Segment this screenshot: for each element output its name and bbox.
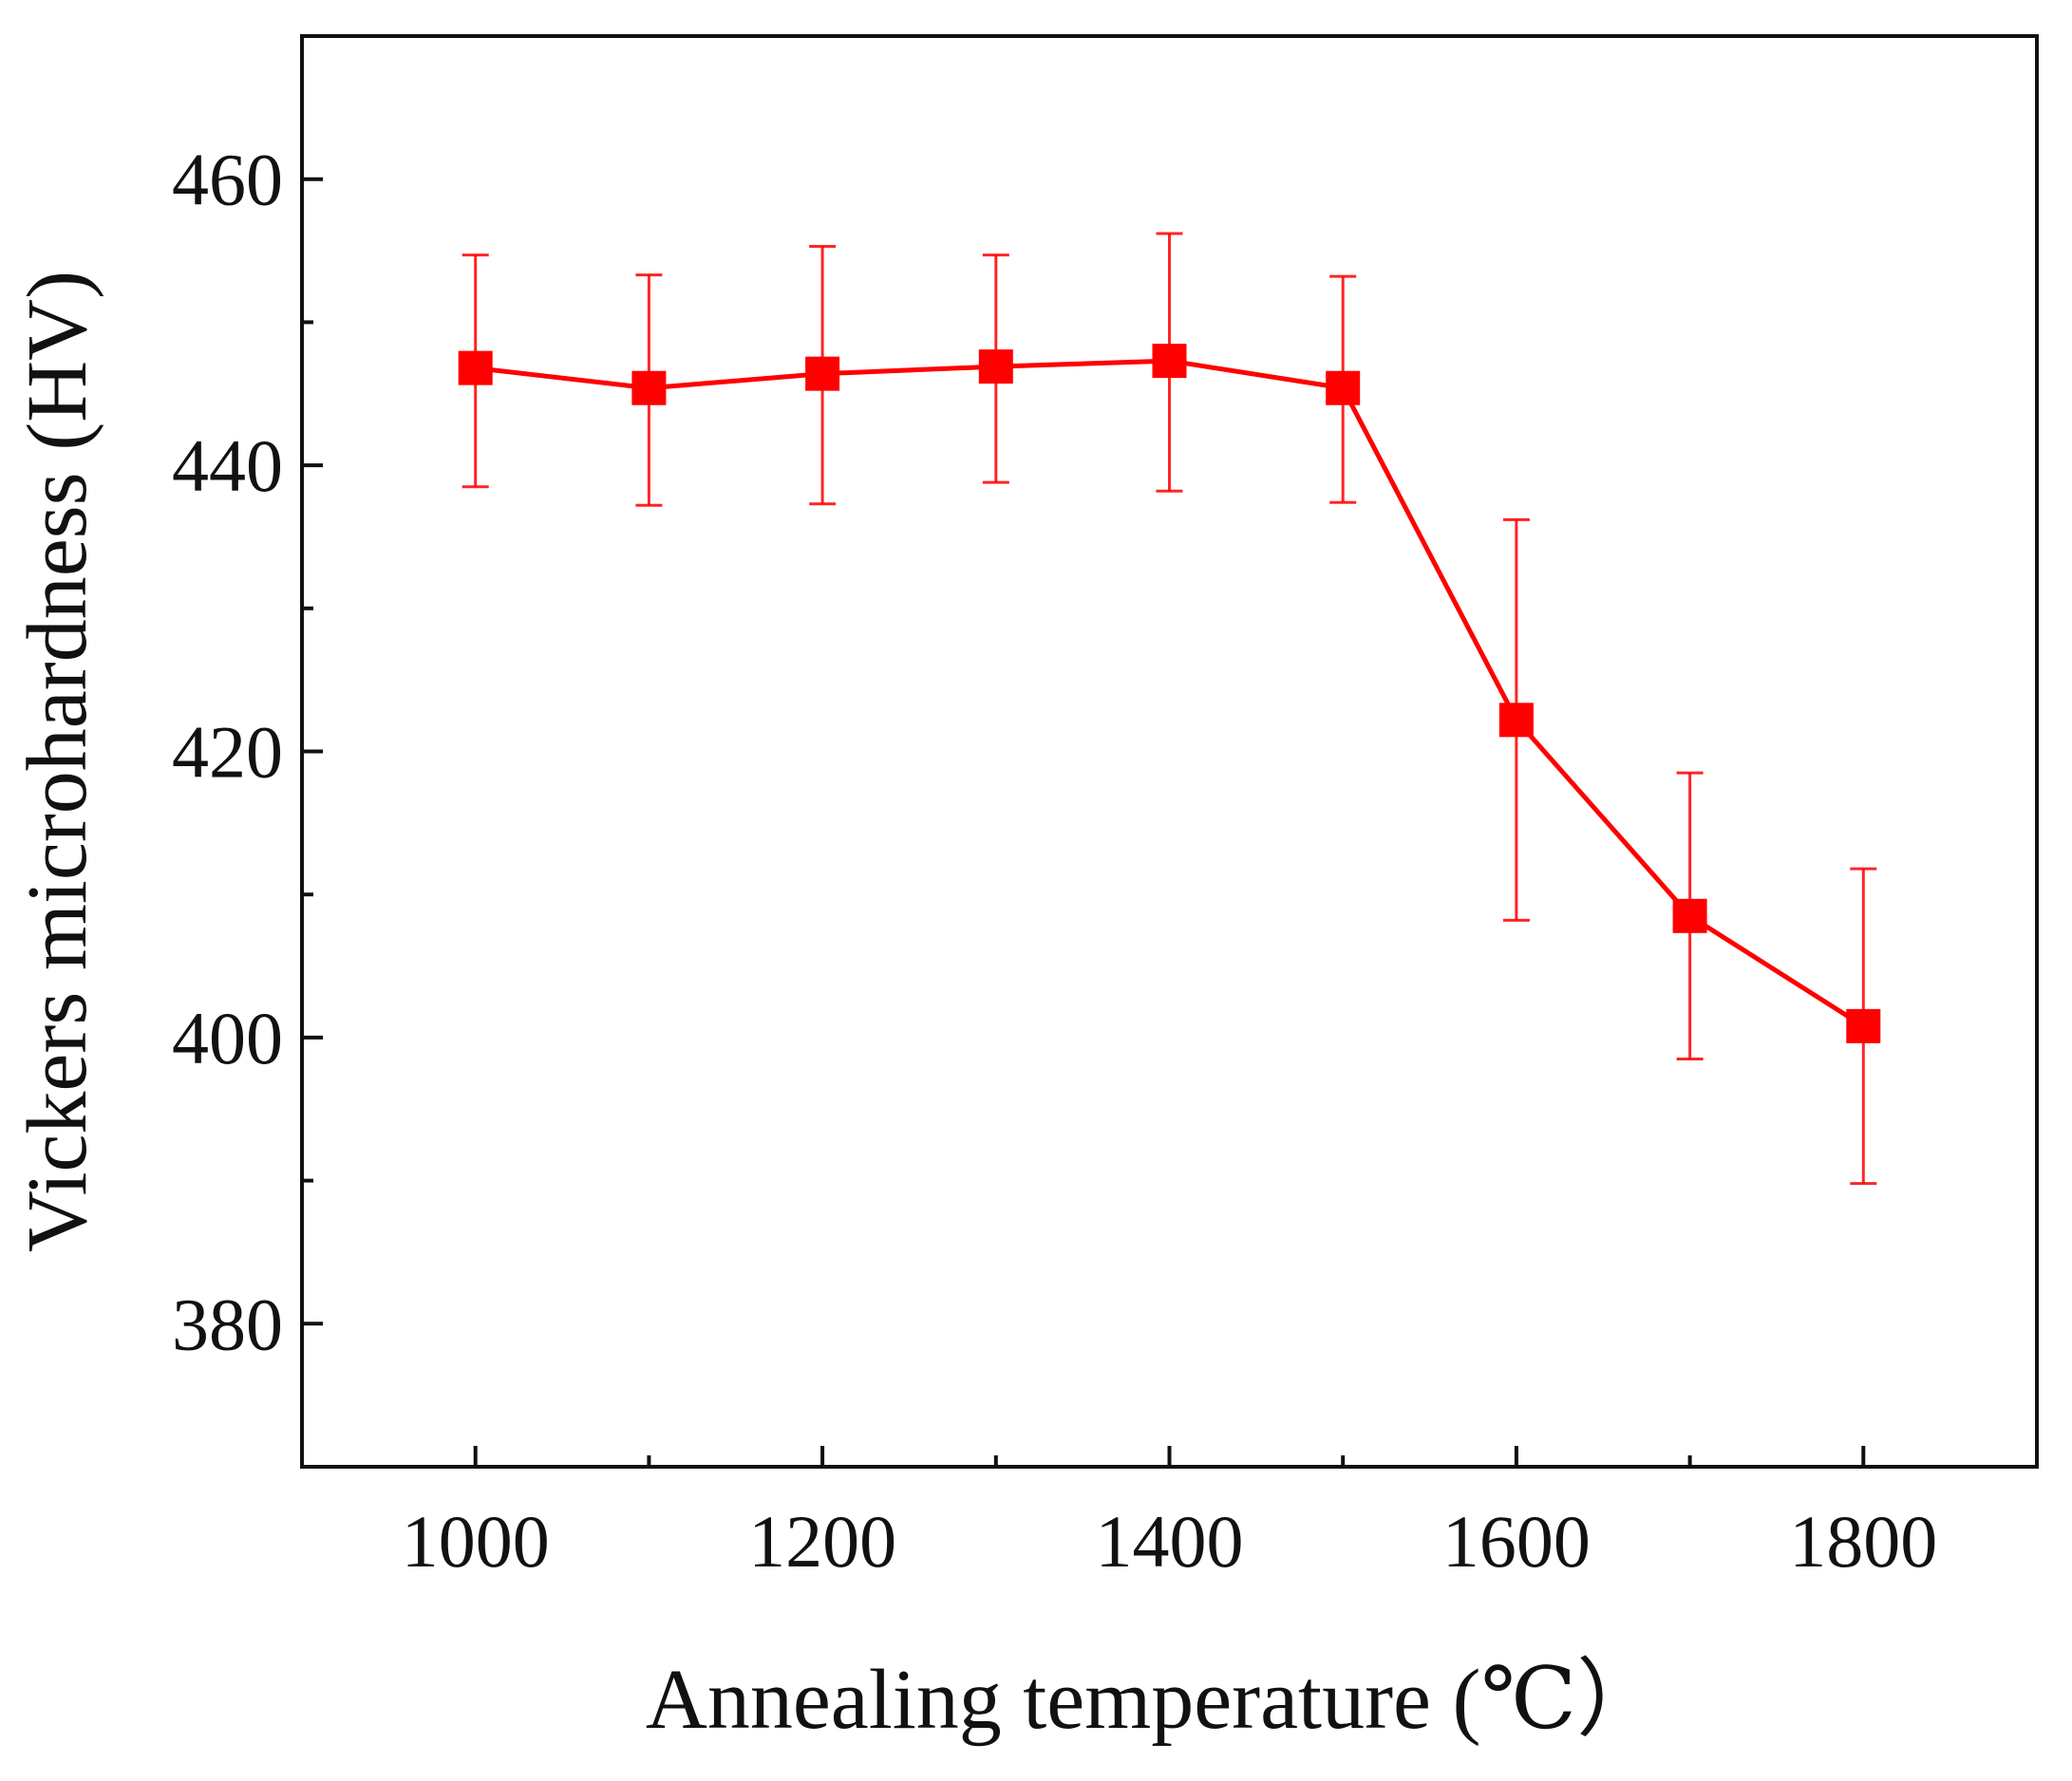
y-tick-label-420: 420 xyxy=(172,711,283,794)
data-point-1500 xyxy=(1326,370,1361,405)
data-point-1000 xyxy=(458,350,493,385)
data-point-1800 xyxy=(1846,1008,1881,1043)
x-tick-label-1800: 1800 xyxy=(1789,1500,1937,1583)
x-axis-title: Annealing temperature (℃） xyxy=(646,1653,1662,1747)
y-tick-label-380: 380 xyxy=(172,1283,283,1365)
y-tick-label-440: 440 xyxy=(172,424,283,507)
x-tick-label-1200: 1200 xyxy=(748,1500,896,1583)
y-tick-label-400: 400 xyxy=(172,997,283,1079)
y-tick-label-460: 460 xyxy=(172,139,283,221)
data-point-1100 xyxy=(631,370,667,405)
x-ticks-group: 1000 1200 1400 1600 1800 xyxy=(402,1446,1937,1583)
data-point-1200 xyxy=(805,356,840,391)
y-ticks-group: 380 400 420 440 460 xyxy=(172,139,323,1365)
markers-group xyxy=(458,344,1881,1043)
x-tick-label-1000: 1000 xyxy=(402,1500,550,1583)
data-point-1400 xyxy=(1152,344,1187,379)
x-tick-label-1600: 1600 xyxy=(1442,1500,1591,1583)
x-tick-label-1400: 1400 xyxy=(1096,1500,1244,1583)
y-axis-title: Vickers microhardness (HV) xyxy=(10,271,104,1252)
data-point-1300 xyxy=(978,349,1013,384)
data-point-1600 xyxy=(1498,703,1534,738)
data-point-1700 xyxy=(1672,898,1707,933)
